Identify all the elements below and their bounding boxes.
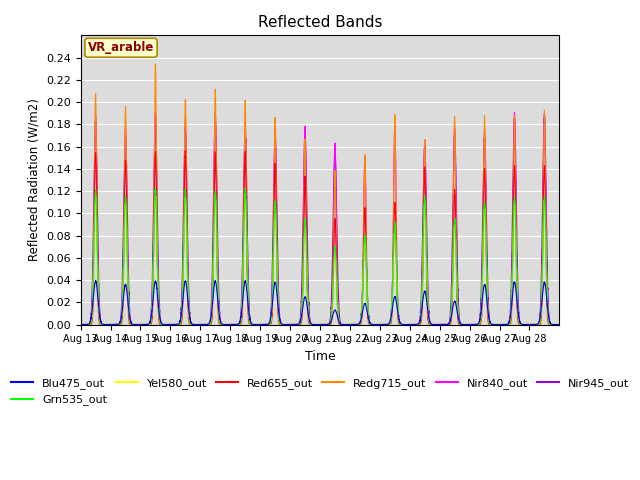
Yel580_out [241,192,249,197]
Nir840_out [487,322,495,327]
Red655_out [474,322,482,327]
Yel580_out [77,322,84,327]
Yel580_out [451,222,459,228]
Nir945_out [77,322,84,327]
Line: Redg715_out: Redg715_out [81,64,559,324]
Nir945_out [556,322,563,327]
Red655_out [451,190,459,195]
Yel580_out [556,322,563,327]
Red655_out [556,322,563,327]
Nir840_out [77,322,84,327]
Line: Grn535_out: Grn535_out [81,189,559,324]
Blu475_out [337,321,345,327]
Grn535_out [556,322,563,327]
Line: Nir840_out: Nir840_out [81,111,559,324]
Blu475_out [451,299,459,304]
Y-axis label: Reflected Radiation (W/m2): Reflected Radiation (W/m2) [28,98,40,262]
Grn535_out [474,322,482,327]
Yel580_out [474,322,482,327]
Grn535_out [487,322,495,327]
Nir945_out [176,320,184,325]
Redg715_out [474,322,482,327]
Nir945_out [487,321,495,327]
Yel580_out [363,284,371,289]
Redg715_out [176,322,184,327]
Grn535_out [363,281,371,287]
Nir840_out [474,322,482,327]
Nir840_out [451,127,459,132]
Line: Nir945_out: Nir945_out [81,117,559,324]
Grn535_out [176,321,184,327]
Redg715_out [451,118,459,124]
Nir945_out [474,321,482,327]
Red655_out [181,148,189,154]
Blu475_out [92,277,99,283]
Blu475_out [77,322,84,327]
Red655_out [363,282,371,288]
Nir945_out [363,276,371,282]
Blu475_out [363,307,371,313]
Grn535_out [241,186,249,192]
Text: VR_arable: VR_arable [88,41,154,54]
Line: Yel580_out: Yel580_out [81,194,559,324]
Grn535_out [77,322,84,327]
Nir840_out [556,322,563,327]
Redg715_out [152,61,159,67]
Grn535_out [337,322,345,327]
Yel580_out [176,321,184,327]
Nir840_out [176,322,184,327]
Redg715_out [77,322,84,327]
Nir840_out [363,272,371,277]
Grn535_out [451,216,459,222]
Red655_out [337,322,345,327]
Blu475_out [487,321,495,326]
Yel580_out [487,322,495,327]
Nir945_out [337,321,345,327]
Redg715_out [337,322,345,327]
Blu475_out [176,319,184,324]
X-axis label: Time: Time [305,350,335,363]
Nir945_out [211,114,219,120]
Redg715_out [363,284,371,290]
Line: Red655_out: Red655_out [81,151,559,324]
Line: Blu475_out: Blu475_out [81,280,559,324]
Title: Reflected Bands: Reflected Bands [258,15,382,30]
Legend: Blu475_out, Grn535_out, Yel580_out, Red655_out, Redg715_out, Nir840_out, Nir945_: Blu475_out, Grn535_out, Yel580_out, Red6… [6,373,634,410]
Red655_out [487,322,495,327]
Yel580_out [337,322,345,327]
Redg715_out [487,322,495,327]
Nir840_out [337,322,345,327]
Blu475_out [556,322,563,327]
Redg715_out [556,322,563,327]
Blu475_out [474,321,482,326]
Red655_out [77,322,84,327]
Red655_out [176,322,184,327]
Nir945_out [451,131,459,137]
Nir840_out [211,108,219,114]
